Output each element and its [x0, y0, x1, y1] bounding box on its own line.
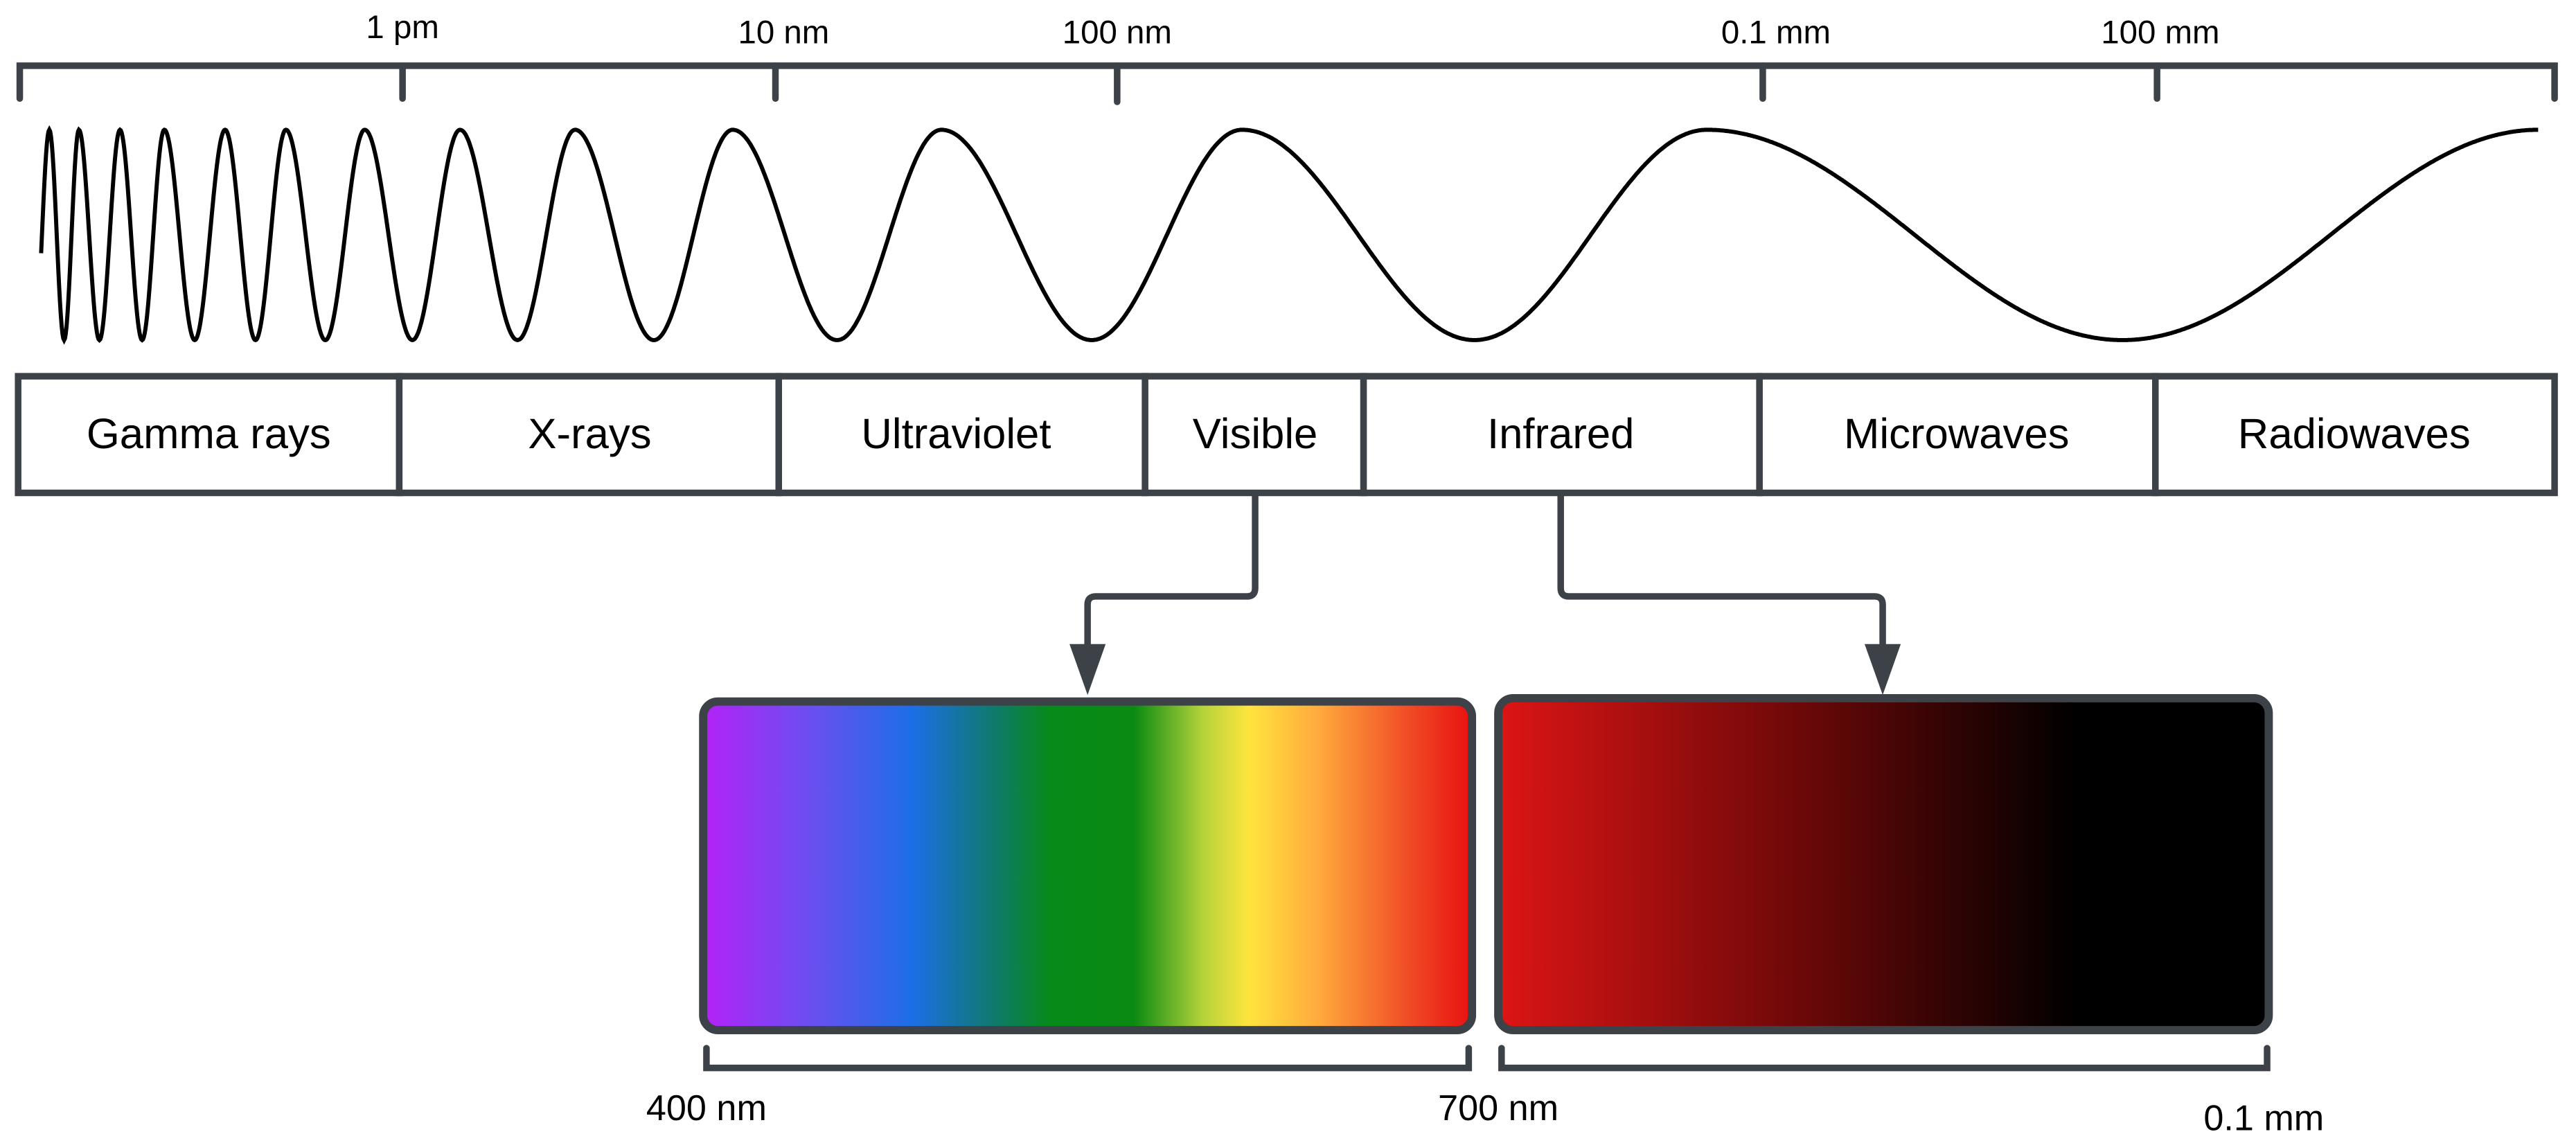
tick-label: 100 mm — [2101, 14, 2219, 51]
tick-label: 700 nm — [1438, 1088, 1558, 1128]
scale-line — [16, 62, 2558, 103]
bands: Gamma rays X-rays Ultraviolet Visible In… — [15, 373, 2558, 497]
band-label: Visible — [1193, 410, 1318, 458]
band-box — [1142, 373, 1367, 497]
band-box — [1360, 373, 1763, 497]
visible-spectrum — [699, 697, 1477, 1034]
band-box — [2152, 373, 2558, 497]
tick-label: 100 nm — [1063, 14, 1172, 51]
tick-label: 0.1 mm — [2203, 1098, 2324, 1138]
tick-label: 10 nm — [738, 14, 829, 51]
band-label: Gamma rays — [87, 410, 331, 458]
scale-line — [1498, 1045, 2271, 1072]
tick-label: 1 pm — [366, 9, 438, 46]
band-box — [1756, 373, 2159, 497]
band-label: Infrared — [1487, 410, 1635, 458]
arrowhead — [1069, 644, 1106, 695]
tick-label: 0.1 mm — [1721, 14, 1831, 51]
band-label: Radiowaves — [2238, 410, 2471, 458]
band-box — [15, 373, 403, 497]
tick-label: 400 nm — [646, 1088, 767, 1128]
connector — [1557, 493, 1886, 654]
band-label: X-rays — [528, 410, 651, 458]
band-label: Ultraviolet — [861, 410, 1051, 458]
wave — [39, 125, 2539, 345]
top-scale: 1 pm 10 nm 100 nm 0.1 mm 100 mm — [16, 9, 2558, 105]
connector — [1084, 493, 1259, 654]
infrared-spectrum — [1494, 694, 2273, 1034]
band-label: Microwaves — [1844, 410, 2069, 458]
arrowhead — [1864, 644, 1901, 695]
scale-line — [703, 1045, 1473, 1072]
